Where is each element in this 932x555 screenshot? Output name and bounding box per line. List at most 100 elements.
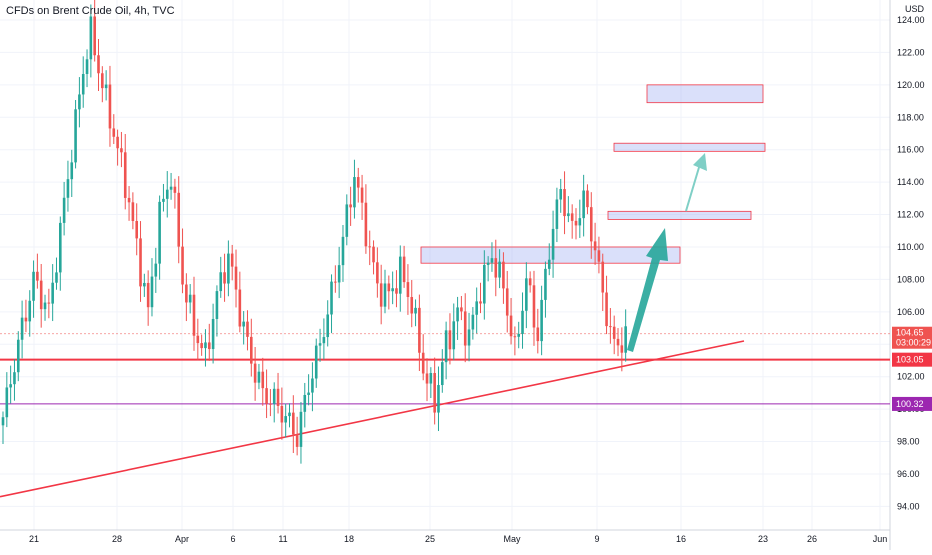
trendline <box>0 340 745 498</box>
candle-body <box>16 339 20 373</box>
candle-body <box>372 246 375 263</box>
candle-body <box>498 261 501 278</box>
candle-body <box>238 289 242 327</box>
candle-body <box>433 373 436 413</box>
candle-body <box>116 136 119 149</box>
x-tick-label: 25 <box>425 534 435 544</box>
candle-body <box>1 417 5 426</box>
x-tick-label: 9 <box>594 534 599 544</box>
candle-body <box>181 246 184 285</box>
candle-body <box>460 307 463 312</box>
x-tick-label: 21 <box>29 534 39 544</box>
x-tick-label: Jun <box>873 534 888 544</box>
candle-body <box>123 152 127 198</box>
candle-body <box>402 256 406 283</box>
candle-body <box>612 326 616 339</box>
candle-body <box>406 282 410 297</box>
candle-body <box>154 263 158 277</box>
candle-body <box>272 388 276 405</box>
candle-body <box>490 258 494 263</box>
candle-body <box>521 310 524 334</box>
candle-body <box>567 213 570 217</box>
candle-body <box>360 187 364 203</box>
candle-body <box>578 218 582 226</box>
candle-body <box>165 189 169 199</box>
current-price-badge <box>892 326 932 349</box>
candle-body <box>463 311 467 346</box>
target-zone <box>613 142 766 152</box>
y-tick-label: 110.00 <box>897 242 924 252</box>
candle-body <box>318 343 322 346</box>
candle-body <box>215 291 219 319</box>
candle-body <box>437 385 440 413</box>
candle-body <box>227 253 230 284</box>
candle-body <box>66 179 70 198</box>
candle-body <box>589 207 593 242</box>
candle-body <box>265 388 268 404</box>
currency-label: USD <box>905 4 925 14</box>
candle-body <box>582 190 585 219</box>
candle-body <box>234 266 238 290</box>
y-tick-label: 102.00 <box>897 372 925 382</box>
candles <box>1 0 627 464</box>
y-tick-label: 118.00 <box>897 112 924 122</box>
candle-body <box>108 84 112 129</box>
candle-body <box>418 307 421 353</box>
candle-body <box>13 372 16 385</box>
candle-body <box>326 314 329 338</box>
candle-body <box>223 272 226 284</box>
candle-body <box>276 388 280 406</box>
candle-body <box>24 317 28 322</box>
candle-body <box>295 434 299 447</box>
candle-body <box>570 213 574 221</box>
arrow-up-large <box>627 228 668 352</box>
candle-body <box>467 329 471 346</box>
candle-body <box>376 262 379 284</box>
candle-body <box>311 378 314 393</box>
candle-body <box>188 294 192 303</box>
candle-body <box>494 258 498 278</box>
level-value-purple: 100.32 <box>896 399 924 409</box>
candle-body <box>253 363 257 383</box>
y-tick-label: 106.00 <box>897 307 925 317</box>
x-tick-label: 28 <box>112 534 122 544</box>
candle-body <box>89 16 93 60</box>
candle-body <box>39 280 43 310</box>
candle-body <box>479 301 482 304</box>
x-tick-label: 11 <box>278 534 287 544</box>
candle-body <box>532 285 536 328</box>
candle-body <box>505 288 509 316</box>
arrow-up-small-head <box>693 153 707 171</box>
candle-body <box>284 416 287 423</box>
candle-body <box>250 336 253 364</box>
candle-body <box>605 292 608 327</box>
candle-body <box>513 336 517 338</box>
candle-body <box>32 271 35 301</box>
candle-body <box>70 162 74 180</box>
chart-title: CFDs on Brent Crude Oil, 4h, TVC <box>6 5 175 17</box>
level-value-red: 103.05 <box>896 355 924 365</box>
candle-body <box>586 190 589 208</box>
candle-body <box>547 259 551 269</box>
y-tick-label: 96.00 <box>897 469 920 479</box>
candle-body <box>55 272 58 283</box>
candle-body <box>196 335 200 344</box>
candle-body <box>483 264 486 304</box>
x-tick-label: 6 <box>230 534 235 544</box>
candle-body <box>169 186 173 190</box>
candle-body <box>456 307 459 322</box>
candle-body <box>544 268 547 300</box>
candle-body <box>486 262 490 265</box>
candle-body <box>288 412 291 417</box>
level-badge-red <box>892 352 932 367</box>
candle-body <box>337 265 341 283</box>
candle-body <box>322 337 326 344</box>
candle-body <box>207 342 211 350</box>
candle-body <box>158 201 161 264</box>
candle-body <box>219 272 223 292</box>
candle-body <box>383 283 387 307</box>
candle-body <box>173 186 177 193</box>
candle-body <box>230 253 234 267</box>
arrow-up-small-shaft <box>685 163 701 212</box>
